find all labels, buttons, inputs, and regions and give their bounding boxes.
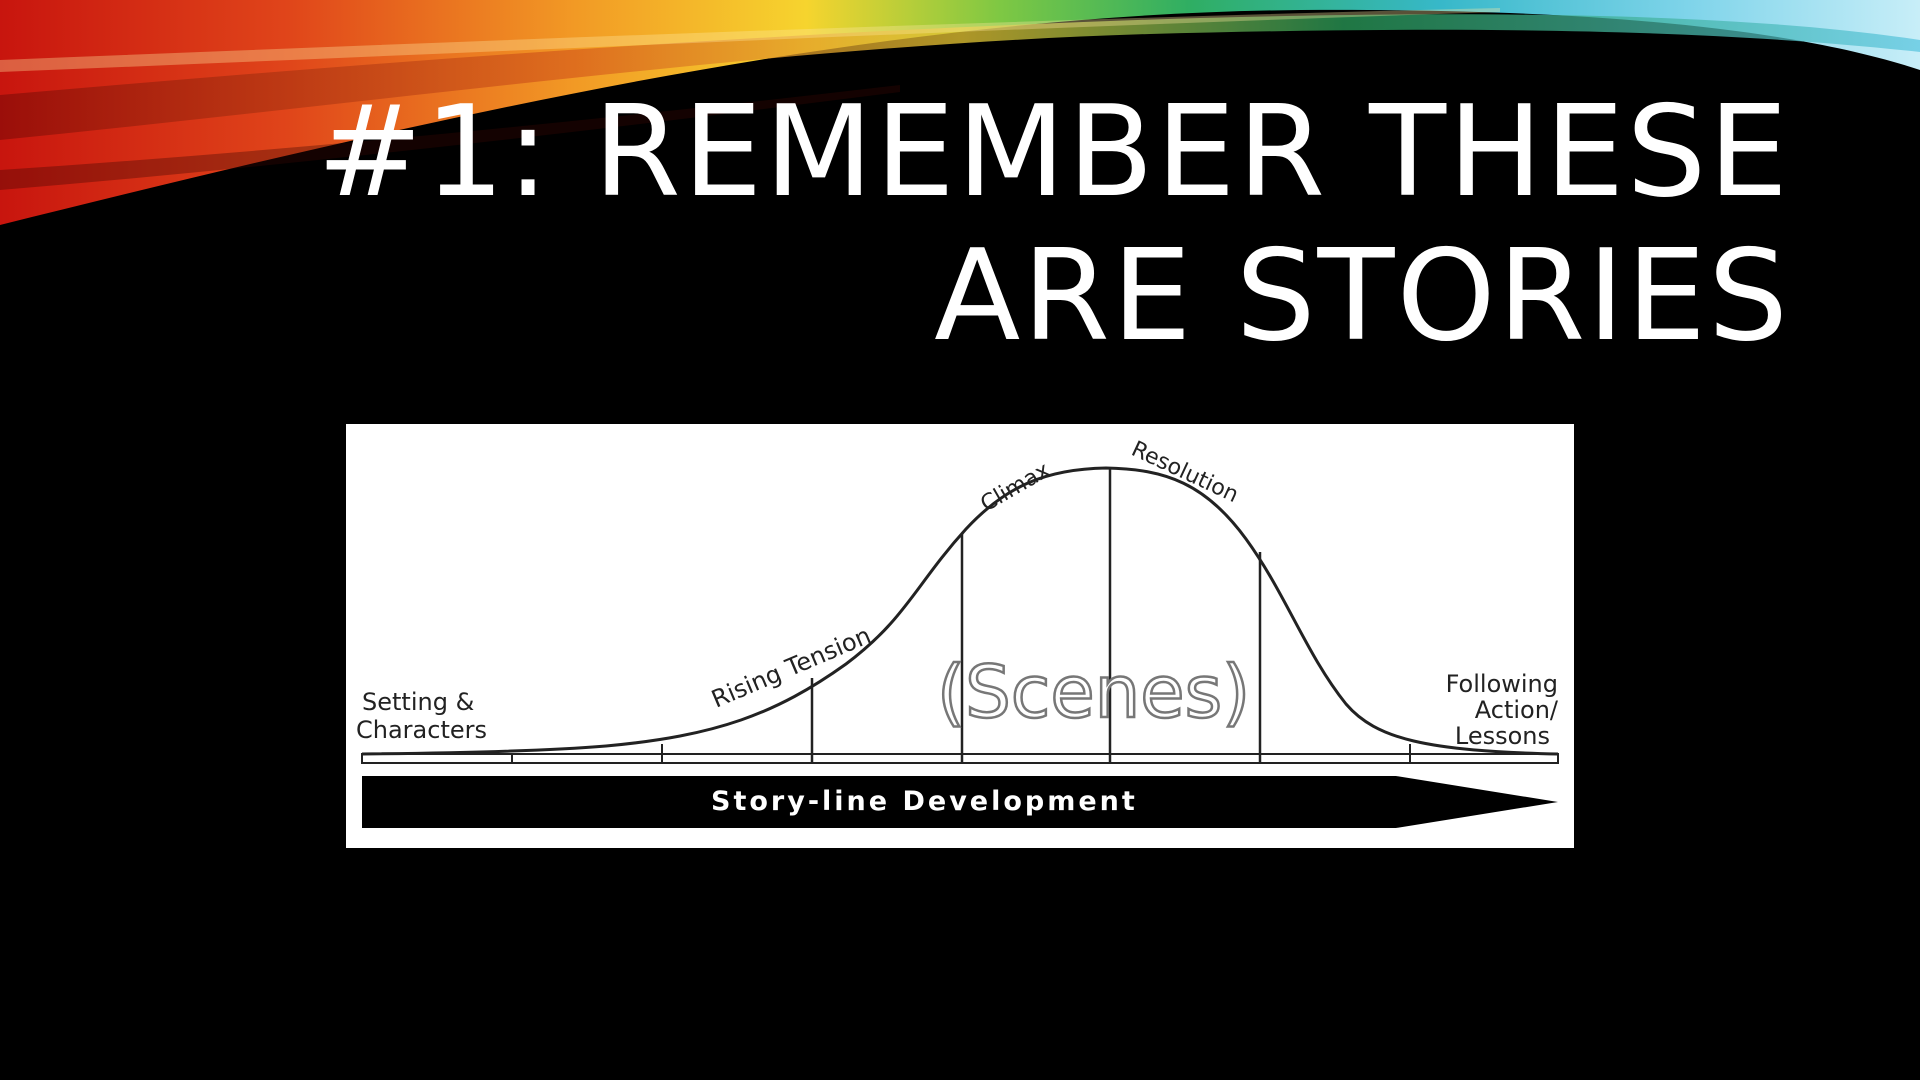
following-label-line-3: Lessons bbox=[1455, 722, 1550, 750]
storyline-arrow bbox=[362, 776, 1558, 828]
setting-label-line-2: Characters bbox=[356, 716, 487, 744]
storyline-arrow-label: Story-line Development bbox=[711, 786, 1138, 817]
following-label-line-2: Action/ bbox=[1475, 696, 1559, 724]
climax-label: Climax bbox=[977, 458, 1055, 517]
title-line-1: #1: REMEMBER THESE bbox=[316, 78, 1790, 225]
baseline-bar bbox=[361, 753, 1559, 764]
following-label-line-1: Following bbox=[1446, 670, 1558, 698]
slide-title: #1: REMEMBER THESE ARE STORIES bbox=[290, 80, 1790, 368]
scenes-label: (Scenes) bbox=[937, 650, 1250, 734]
setting-label-line-1: Setting & bbox=[362, 688, 474, 716]
story-arc-curve bbox=[361, 466, 1559, 756]
story-arc-svg: Setting & Characters Rising Tension Clim… bbox=[356, 437, 1559, 828]
rainbow-swoosh-decoration bbox=[0, 0, 1920, 225]
story-arc-diagram: Setting & Characters Rising Tension Clim… bbox=[346, 424, 1574, 848]
title-line-2: ARE STORIES bbox=[934, 222, 1790, 369]
